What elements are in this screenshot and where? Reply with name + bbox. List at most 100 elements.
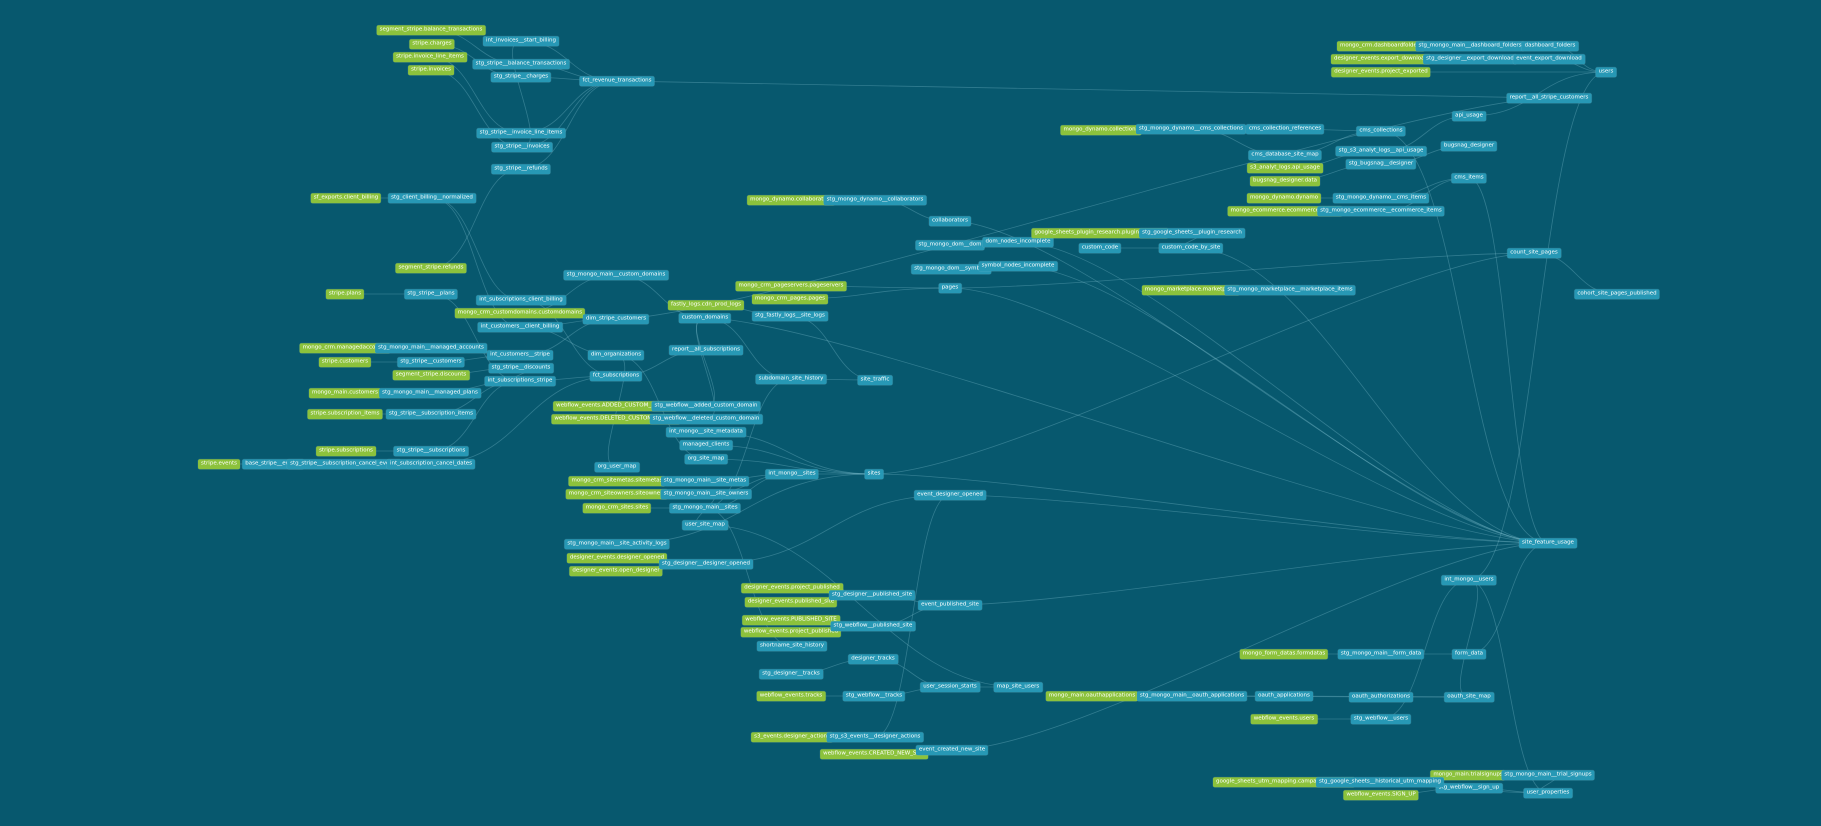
model-node[interactable]: count_site_pages bbox=[1507, 248, 1561, 258]
source-node[interactable]: designer_events.open_designer bbox=[569, 566, 663, 576]
model-node[interactable]: dom_nodes_incomplete bbox=[982, 237, 1054, 247]
source-node[interactable]: designer_events.published_site bbox=[744, 597, 838, 607]
model-node[interactable]: stg_webflow__added_custom_domain bbox=[651, 401, 761, 411]
model-node[interactable]: custom_code_by_site bbox=[1158, 243, 1224, 253]
source-node[interactable]: webflow_events.DELETED_CUSTOM_DOMAIN bbox=[551, 414, 681, 424]
model-node[interactable]: stg_mongo_ecommerce__ecommerce_items bbox=[1317, 206, 1445, 216]
model-node[interactable]: stg_client_billing__normalized bbox=[388, 193, 476, 203]
source-node[interactable]: mongo_crm.dashboardfolders bbox=[1336, 41, 1426, 51]
source-node[interactable]: segment_stripe.refunds bbox=[395, 263, 467, 273]
model-node[interactable]: stg_stripe__invoices bbox=[491, 142, 553, 152]
model-node[interactable]: shortname_site_history bbox=[756, 641, 828, 651]
model-node[interactable]: user_session_starts bbox=[920, 682, 980, 692]
model-node[interactable]: stg_stripe__subscription_cancel_events bbox=[287, 459, 401, 469]
model-node[interactable]: stg_mongo_dynamo__cms_items bbox=[1332, 193, 1430, 203]
model-node[interactable]: symbol_nodes_incomplete bbox=[978, 261, 1058, 271]
model-node[interactable]: stg_mongo_main__managed_plans bbox=[379, 388, 481, 398]
model-node[interactable]: users bbox=[1595, 67, 1617, 77]
source-node[interactable]: mongo_crm_pageservers.pageservers bbox=[735, 281, 847, 291]
model-node[interactable]: form_data bbox=[1452, 649, 1486, 659]
source-node[interactable]: segment_stripe.discounts bbox=[392, 370, 470, 380]
source-node[interactable]: mongo_dynamo.collaborators bbox=[747, 195, 835, 205]
model-node[interactable]: int_invoices__start_billing bbox=[483, 36, 559, 46]
source-node[interactable]: s3_analyt_logs.api_usage bbox=[1247, 163, 1323, 173]
model-node[interactable]: stg_mongo_main__site_owners bbox=[660, 489, 752, 499]
model-node[interactable]: stg_webflow__deleted_custom_domain bbox=[649, 414, 763, 424]
model-node[interactable]: stg_stripe__invoice_line_items bbox=[476, 128, 566, 138]
model-node[interactable]: stg_mongo_dom__symbols bbox=[911, 264, 991, 274]
model-node[interactable]: event_export_download bbox=[1513, 54, 1585, 64]
model-node[interactable]: stg_s3_analyt_logs__api_usage bbox=[1335, 146, 1427, 156]
source-node[interactable]: mongo_main.trialsignups bbox=[1430, 770, 1506, 780]
model-node[interactable]: stg_bugsnag__designer bbox=[1345, 159, 1417, 169]
model-node[interactable]: dashboard_folders bbox=[1521, 41, 1579, 51]
model-node[interactable]: cms_collections bbox=[1356, 126, 1406, 136]
source-node[interactable]: stripe.subscriptions bbox=[316, 446, 376, 456]
source-node[interactable]: mongo_crm.managedaccounts bbox=[299, 343, 391, 353]
model-node[interactable]: site_traffic bbox=[857, 375, 893, 385]
model-node[interactable]: fct_subscriptions bbox=[589, 371, 643, 381]
model-node[interactable]: sites bbox=[864, 469, 884, 479]
model-node[interactable]: api_usage bbox=[1452, 111, 1486, 121]
model-node[interactable]: fct_revenue_transactions bbox=[579, 76, 655, 86]
model-node[interactable]: dim_stripe_customers bbox=[582, 314, 650, 324]
source-node[interactable]: mongo_crm_customdomains.customdomains bbox=[454, 308, 586, 318]
source-node[interactable]: designer_events.designer_opened bbox=[566, 553, 668, 563]
source-node[interactable]: mongo_main.customers bbox=[308, 388, 382, 398]
model-node[interactable]: stg_fastly_logs__site_logs bbox=[752, 311, 828, 321]
model-node[interactable]: stg_stripe__discounts bbox=[488, 363, 554, 373]
model-node[interactable]: event_designer_opened bbox=[914, 490, 986, 500]
model-node[interactable]: custom_code bbox=[1078, 243, 1122, 253]
source-node[interactable]: mongo_marketplace.marketplace bbox=[1141, 285, 1241, 295]
model-node[interactable]: stg_s3_events__designer_actions bbox=[826, 732, 924, 742]
model-node[interactable]: event_created_new_site bbox=[915, 745, 989, 755]
source-node[interactable]: stripe.events bbox=[198, 459, 240, 469]
source-node[interactable]: webflow_events.users bbox=[1250, 714, 1318, 724]
model-node[interactable]: collaborators bbox=[929, 216, 971, 226]
model-node[interactable]: org_site_map bbox=[684, 454, 728, 464]
model-node[interactable]: custom_domains bbox=[678, 313, 732, 323]
model-node[interactable]: stg_mongo_main__dashboard_folders bbox=[1415, 41, 1525, 51]
source-node[interactable]: s3_events.designer_actions bbox=[751, 732, 833, 742]
source-node[interactable]: stripe.plans bbox=[325, 289, 365, 299]
model-node[interactable]: stg_stripe__charges bbox=[490, 72, 552, 82]
source-node[interactable]: mongo_dynamo.collections bbox=[1060, 125, 1142, 135]
model-node[interactable]: stg_stripe__refunds bbox=[491, 164, 551, 174]
source-node[interactable]: segment_stripe.balance_transactions bbox=[376, 25, 486, 35]
model-node[interactable]: stg_mongo_main__site_activity_logs bbox=[564, 539, 670, 549]
source-node[interactable]: fastly_logs.cdn_prod_logs bbox=[667, 300, 745, 310]
source-node[interactable]: webflow_events.ADDED_CUSTOM_DOMAIN bbox=[553, 401, 677, 411]
model-node[interactable]: stg_mongo_main__form_data bbox=[1337, 649, 1425, 659]
model-node[interactable]: org_user_map bbox=[594, 462, 640, 472]
model-node[interactable]: stg_mongo_main__oauth_applications bbox=[1136, 691, 1248, 701]
model-node[interactable]: stg_mongo_dynamo__cms_collections bbox=[1135, 124, 1247, 134]
model-node[interactable]: int_mongo__sites bbox=[765, 469, 819, 479]
model-node[interactable]: subdomain_site_history bbox=[755, 374, 827, 384]
source-node[interactable]: google_sheets_utm_mapping.campaign_mappi… bbox=[1212, 777, 1356, 787]
source-node[interactable]: designer_events.project_published bbox=[741, 583, 843, 593]
source-node[interactable]: mongo_crm_sitemetas.sitemetas bbox=[568, 476, 666, 486]
model-node[interactable]: managed_clients bbox=[679, 440, 733, 450]
model-node[interactable]: map_site_users bbox=[993, 682, 1043, 692]
model-node[interactable]: bugsnag_designer bbox=[1440, 141, 1498, 151]
model-node[interactable]: int_subscriptions_stripe bbox=[484, 376, 556, 386]
model-node[interactable]: int_customers__client_billing bbox=[477, 322, 563, 332]
source-node[interactable]: mongo_crm_siteowners.siteowners bbox=[565, 489, 669, 499]
model-node[interactable]: user_site_map bbox=[682, 520, 728, 530]
source-node[interactable]: webflow_events.tracks bbox=[756, 691, 826, 701]
model-node[interactable]: stg_designer__designer_opened bbox=[659, 559, 753, 569]
source-node[interactable]: mongo_main.oauthapplications bbox=[1045, 691, 1139, 701]
model-node[interactable]: int_subscription_cancel_dates bbox=[386, 459, 476, 469]
model-node[interactable]: stg_designer__tracks bbox=[759, 669, 823, 679]
model-node[interactable]: stg_mongo_main__site_metas bbox=[660, 476, 750, 486]
source-node[interactable]: designer_events.project_exported bbox=[1331, 67, 1431, 77]
model-node[interactable]: stg_webflow__sign_up bbox=[1435, 783, 1503, 793]
source-node[interactable]: webflow_events.project_published bbox=[740, 627, 842, 637]
source-node[interactable]: bugsnag_designer.data bbox=[1250, 176, 1320, 186]
model-node[interactable]: cms_collection_references bbox=[1245, 124, 1325, 134]
model-node[interactable]: stg_designer__published_site bbox=[828, 590, 916, 600]
model-node[interactable]: int_subscriptions_client_billing bbox=[476, 295, 566, 305]
model-node[interactable]: stg_mongo_dom__dom bbox=[915, 240, 985, 250]
source-node[interactable]: mongo_ecommerce.ecommerce_orders bbox=[1227, 206, 1343, 216]
